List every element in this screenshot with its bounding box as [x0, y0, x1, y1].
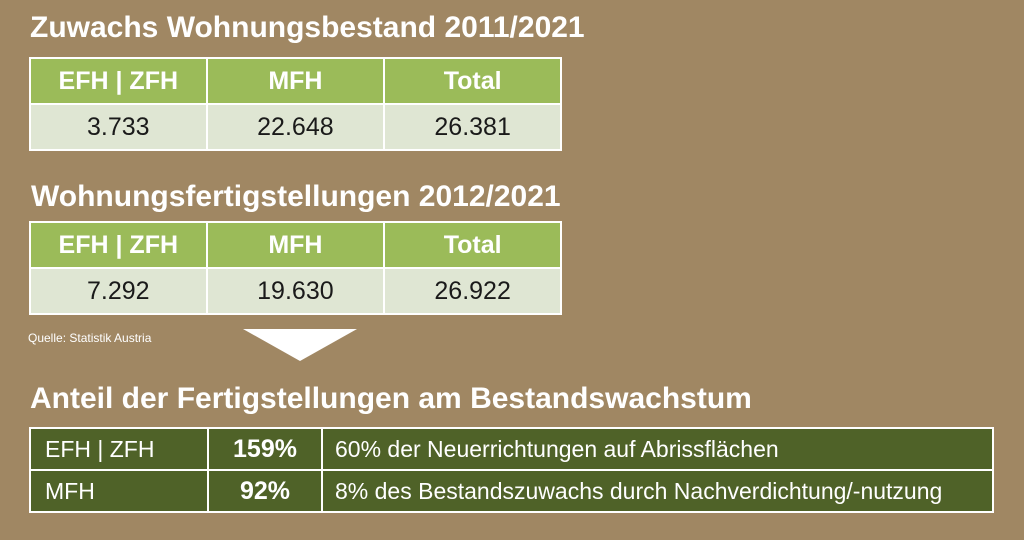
heading-zuwachs-wohnungsbestand: Zuwachs Wohnungsbestand 2011/2021: [30, 11, 585, 44]
share-row-efh-zfh: EFH | ZFH 159% 60% der Neuerrichtungen a…: [29, 427, 994, 471]
value-total: 26.922: [383, 267, 562, 315]
header-efh-zfh: EFH | ZFH: [29, 221, 208, 269]
table-fertigstellungen: EFH | ZFH MFH Total 7.292 19.630 26.922: [29, 221, 562, 315]
down-arrow-icon: [243, 329, 357, 361]
table-value-row: 3.733 22.648 26.381: [29, 103, 562, 151]
source-note: Quelle: Statistik Austria: [28, 331, 152, 345]
table-anteil: EFH | ZFH 159% 60% der Neuerrichtungen a…: [29, 427, 994, 513]
table-header-row: EFH | ZFH MFH Total: [29, 57, 562, 105]
share-note: 60% der Neuerrichtungen auf Abrissfläche…: [321, 427, 994, 471]
share-note: 8% des Bestandszuwachs durch Nachverdich…: [321, 469, 994, 513]
header-mfh: MFH: [205, 57, 386, 105]
share-category: EFH | ZFH: [29, 427, 209, 471]
value-mfh: 19.630: [205, 267, 386, 315]
share-row-mfh: MFH 92% 8% des Bestandszuwachs durch Nac…: [29, 469, 994, 513]
value-efh-zfh: 3.733: [29, 103, 208, 151]
table-header-row: EFH | ZFH MFH Total: [29, 221, 562, 269]
table-value-row: 7.292 19.630 26.922: [29, 267, 562, 315]
heading-wohnungsfertigstellungen: Wohnungsfertigstellungen 2012/2021: [31, 180, 561, 213]
table-bestandszuwachs: EFH | ZFH MFH Total 3.733 22.648 26.381: [29, 57, 562, 151]
value-mfh: 22.648: [205, 103, 386, 151]
value-efh-zfh: 7.292: [29, 267, 208, 315]
share-percent: 92%: [207, 469, 323, 513]
header-total: Total: [383, 57, 562, 105]
header-efh-zfh: EFH | ZFH: [29, 57, 208, 105]
share-percent: 159%: [207, 427, 323, 471]
header-mfh: MFH: [205, 221, 386, 269]
header-total: Total: [383, 221, 562, 269]
heading-anteil-fertigstellungen: Anteil der Fertigstellungen am Bestandsw…: [30, 382, 752, 415]
share-category: MFH: [29, 469, 209, 513]
value-total: 26.381: [383, 103, 562, 151]
